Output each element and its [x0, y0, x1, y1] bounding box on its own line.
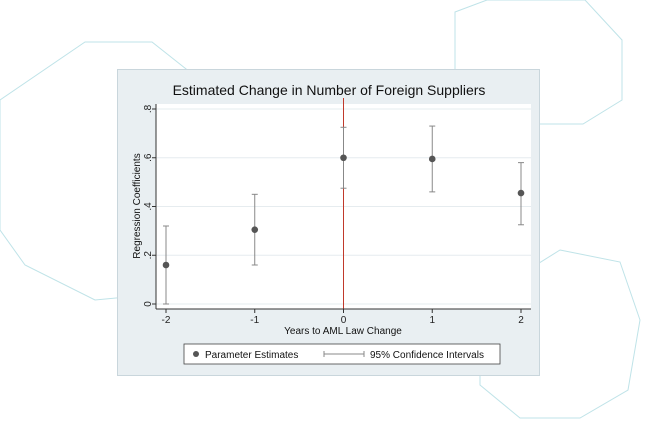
y-axis-label: Regression Coefficients — [132, 153, 143, 258]
y-tick-label: .8 — [143, 104, 154, 113]
legend: Parameter Estimates 95% Confidence Inter… — [183, 343, 501, 365]
estimate-point — [251, 226, 259, 233]
legend-marker-estimates — [193, 351, 199, 357]
y-tick-label: .2 — [143, 251, 154, 260]
estimate-point — [340, 154, 347, 162]
y-tick-label: .6 — [143, 153, 154, 162]
chart-title: Estimated Change in Number of Foreign Su… — [173, 82, 486, 98]
estimate-point — [517, 189, 525, 197]
x-axis-ticks: -2 -1 0 1 2 — [162, 309, 524, 326]
legend-label-estimates: Parameter Estimates — [205, 350, 298, 361]
chart-svg: Estimated Change in Number of Foreign Su… — [132, 82, 531, 365]
y-axis-ticks: 0 .2 .4 .6 .8 — [143, 104, 156, 307]
x-tick-label: 0 — [341, 315, 347, 326]
estimate-point — [428, 155, 436, 163]
legend-label-ci: 95% Confidence Intervals — [370, 350, 484, 361]
parameter-estimates — [162, 154, 525, 269]
x-tick-label: 2 — [518, 315, 524, 326]
x-tick-label: 1 — [429, 315, 435, 326]
y-tick-label: .4 — [143, 202, 154, 211]
y-tick-label: 0 — [143, 301, 154, 307]
legend-marker-ci — [323, 351, 365, 357]
estimate-point — [162, 261, 170, 269]
x-tick-label: -2 — [162, 315, 171, 326]
x-axis-label: Years to AML Law Change — [284, 326, 402, 337]
x-tick-label: -1 — [250, 315, 259, 326]
chart-panel: Estimated Change in Number of Foreign Su… — [117, 69, 540, 376]
